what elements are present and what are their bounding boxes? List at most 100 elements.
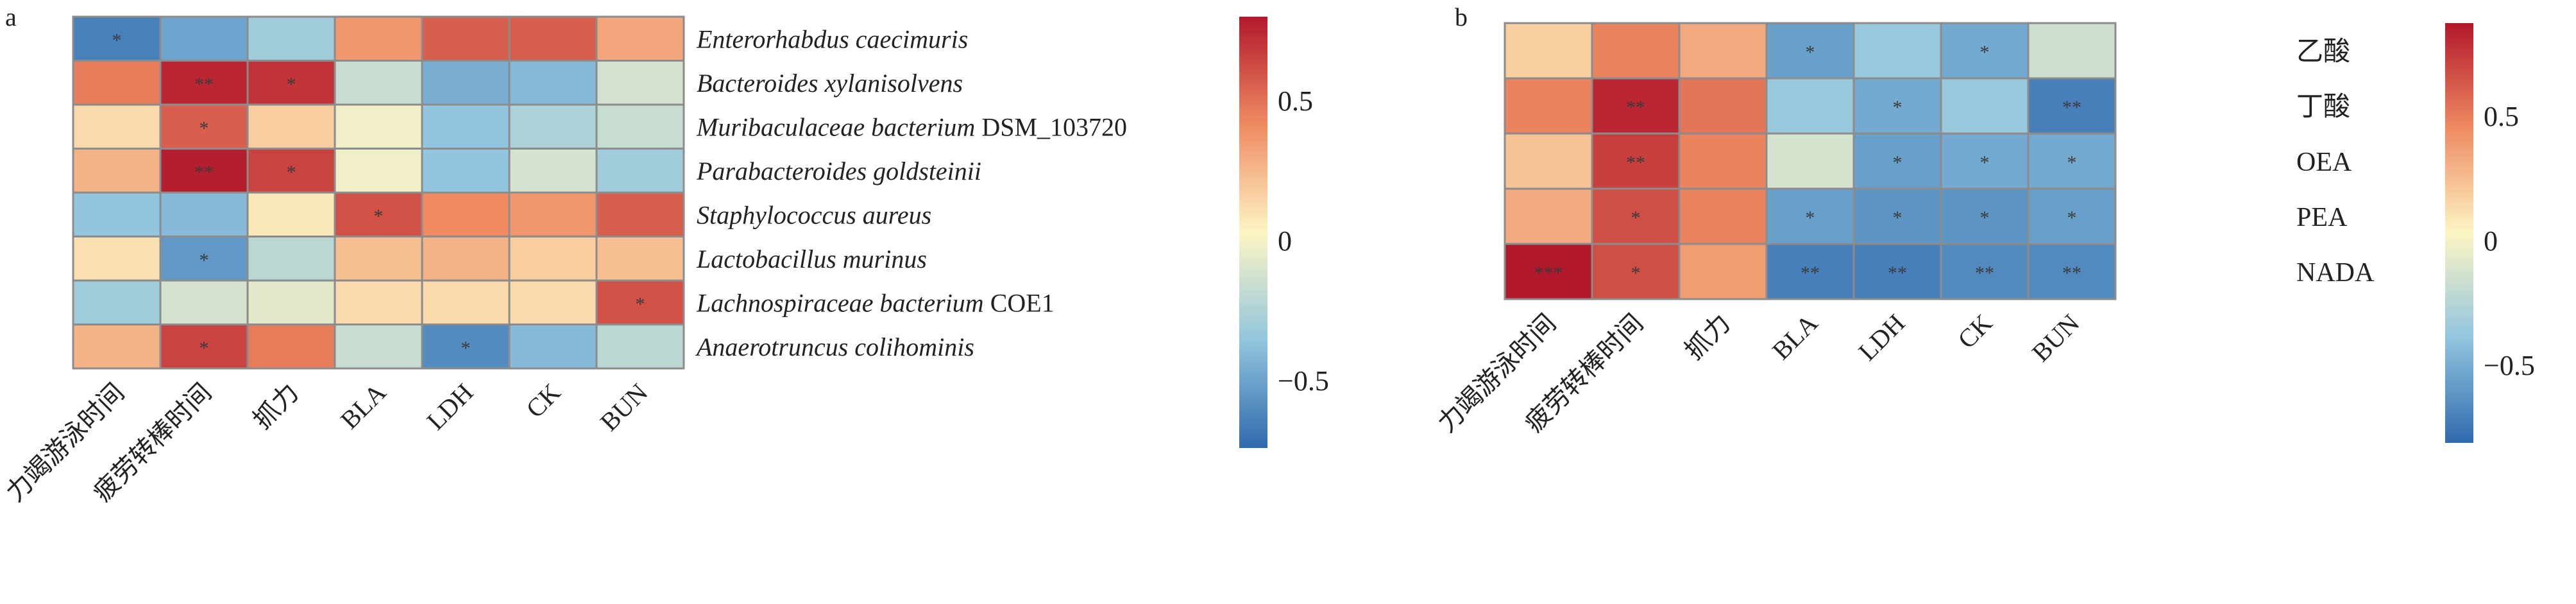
- heatmap-cell: [1765, 132, 1855, 190]
- significance-mark: *: [112, 30, 122, 51]
- colorbar-b-tick-pos: 0.5: [2484, 101, 2519, 132]
- heatmap-border: [1504, 22, 2117, 300]
- heatmap-cell: [159, 324, 249, 370]
- heatmap-cell: [1504, 132, 1593, 190]
- heatmap-cell: [334, 236, 423, 282]
- column-label: BUN: [2026, 309, 2085, 368]
- row-label: Enterorhabdus caecimuris: [696, 24, 968, 53]
- colorbar-b-gradient: [2445, 23, 2473, 443]
- heatmap-cell: [246, 148, 336, 194]
- heatmap-cell: [421, 15, 511, 62]
- column-label: 抓力: [248, 378, 304, 435]
- heatmap-cell: [508, 148, 598, 194]
- colorbar-a-tick-zero: 0: [1278, 225, 1292, 257]
- significance-mark: *: [1893, 152, 1902, 173]
- significance-mark: *: [287, 162, 296, 183]
- panel-b-heatmap: * *** * **** * * ** * * * **** * ** ** ** **: [1504, 22, 2117, 300]
- significance-mark: *: [1893, 97, 1902, 118]
- significance-mark: *: [636, 293, 645, 315]
- heatmap-cell: [421, 236, 511, 282]
- heatmap-cell: [334, 279, 423, 325]
- heatmap-cell: [246, 191, 336, 237]
- heatmap-cell: [159, 60, 249, 106]
- colorbar-a-gradient: [1239, 17, 1267, 448]
- row-label: Lactobacillus murinus: [696, 245, 927, 273]
- heatmap-cell: [1591, 22, 1681, 80]
- heatmap-cell: [246, 279, 336, 325]
- row-label: 丁酸: [2296, 92, 2350, 122]
- heatmap-cell: [508, 279, 598, 325]
- heatmap-cell: [595, 60, 685, 106]
- heatmap-cell: [72, 236, 162, 282]
- significance-mark: **: [194, 74, 214, 95]
- panel-a-colorbar: 0.5 0 −0.5: [1239, 17, 1329, 448]
- column-label: CK: [1952, 308, 1997, 354]
- heatmap-cell: [1940, 77, 2029, 135]
- column-label: LDH: [421, 378, 479, 436]
- panel-b: b * *** * **** * * ** * * * **** * ** ** ** ** 乙酸丁酸OEAP…: [1432, 3, 2535, 443]
- row-label: OEA: [2296, 148, 2352, 177]
- column-label: LDH: [1852, 309, 1910, 367]
- row-label: Parabacteroides goldsteinii: [696, 157, 981, 186]
- heatmap-cell: [72, 103, 162, 150]
- heatmap-cell: [1591, 77, 1681, 135]
- significance-mark: *: [374, 205, 384, 227]
- row-label: NADA: [2296, 258, 2375, 288]
- significance-mark: **: [194, 162, 214, 183]
- significance-mark: *: [199, 250, 209, 271]
- heatmap-cell: [72, 148, 162, 194]
- heatmap-cell: [1765, 77, 1855, 135]
- heatmap-cell: [246, 324, 336, 370]
- heatmap-cell: [508, 324, 598, 370]
- heatmap-cell: [421, 103, 511, 150]
- colorbar-b-tick-zero: 0: [2484, 225, 2498, 257]
- heatmap-cell: [72, 191, 162, 237]
- heatmap-cell: [508, 60, 598, 106]
- heatmap-cell: [508, 15, 598, 62]
- significance-mark: **: [1888, 263, 1907, 284]
- heatmap-cell: [159, 15, 249, 62]
- significance-mark: *: [199, 338, 209, 359]
- colorbar-a-tick-pos: 0.5: [1278, 85, 1313, 117]
- heatmap-cell: [334, 60, 423, 106]
- row-label: 乙酸: [2296, 37, 2350, 67]
- column-label: BUN: [595, 378, 654, 437]
- heatmap-cell: [421, 191, 511, 237]
- panel-letter-b: b: [1455, 3, 1468, 31]
- heatmap-cell: [159, 236, 249, 282]
- heatmap-border: [72, 15, 685, 370]
- significance-mark: *: [1806, 207, 1815, 229]
- significance-mark: *: [1980, 42, 1990, 63]
- heatmap-cell: [1852, 243, 1942, 300]
- heatmap-cell: [595, 324, 685, 370]
- significance-mark: ***: [1534, 263, 1563, 284]
- colorbar-b-tick-neg: −0.5: [2484, 350, 2535, 381]
- heatmap-cell: [595, 191, 685, 237]
- heatmap-cell: [1504, 77, 1593, 135]
- heatmap-cell: [2027, 22, 2117, 80]
- heatmap-cell: [1940, 187, 2029, 245]
- row-label: Bacteroides xylanisolvens: [697, 69, 963, 98]
- heatmap-cell: [1852, 22, 1942, 80]
- significance-mark: *: [2067, 152, 2077, 173]
- panel-a: a *** **** ***** * Enterorhabdus caecimuris…: [1, 3, 1329, 507]
- heatmap-cell: [508, 236, 598, 282]
- heatmap-cell: [1678, 77, 1768, 135]
- heatmap-cell: [1591, 132, 1681, 190]
- significance-mark: *: [1631, 263, 1641, 284]
- significance-mark: *: [1806, 42, 1815, 63]
- heatmap-cell: [1678, 243, 1768, 300]
- heatmap-cell: [1765, 22, 1855, 80]
- heatmap-cell: [1765, 187, 1855, 245]
- heatmap-cell: [1504, 187, 1593, 245]
- row-label: Staphylococcus aureus: [697, 200, 931, 229]
- panel-a-heatmap: *** **** ***** *: [72, 15, 685, 370]
- heatmap-cell: [421, 148, 511, 194]
- heatmap-cell: [246, 15, 336, 62]
- column-label: BLA: [335, 377, 391, 434]
- heatmap-cell: [508, 191, 598, 237]
- significance-mark: *: [461, 338, 471, 359]
